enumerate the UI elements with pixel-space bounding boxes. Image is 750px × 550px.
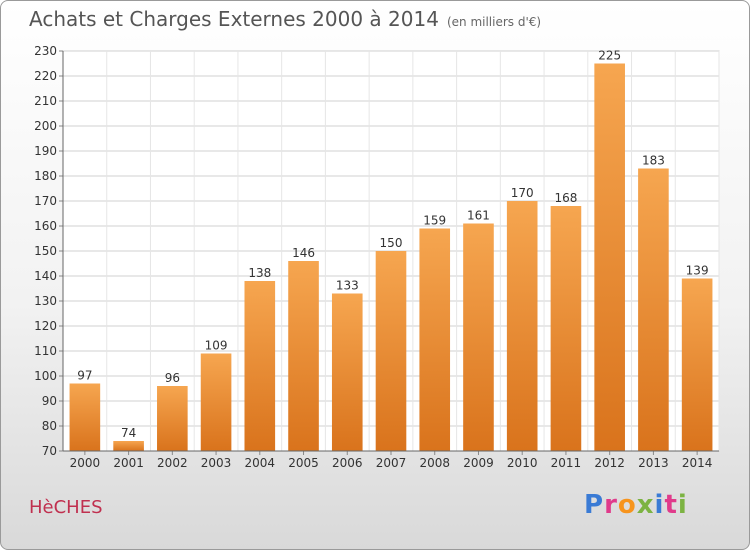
data-label: 183 xyxy=(642,154,665,168)
commune-name: HèCHES xyxy=(29,497,103,518)
x-tick-label: 2013 xyxy=(638,456,669,470)
y-tick-label: 170 xyxy=(34,194,57,208)
y-tick-label: 140 xyxy=(34,269,57,283)
y-tick-label: 100 xyxy=(34,369,57,383)
y-tick-label: 80 xyxy=(42,419,57,433)
x-tick-label: 2014 xyxy=(682,456,713,470)
data-label: 97 xyxy=(77,369,92,383)
y-tick-label: 120 xyxy=(34,319,57,333)
bar xyxy=(550,206,582,451)
y-tick-label: 90 xyxy=(42,394,57,408)
data-label: 139 xyxy=(686,264,709,278)
y-tick-label: 130 xyxy=(34,294,57,308)
bar xyxy=(331,293,363,451)
y-tick-label: 230 xyxy=(34,44,57,58)
x-tick-label: 2011 xyxy=(551,456,582,470)
y-tick-label: 190 xyxy=(34,144,57,158)
data-label: 225 xyxy=(598,49,621,63)
y-tick-label: 70 xyxy=(42,444,57,458)
x-tick-label: 2010 xyxy=(507,456,538,470)
unit-label: (en milliers d'€) xyxy=(446,15,542,29)
bar xyxy=(375,251,407,451)
bar xyxy=(200,353,232,451)
logo-letter: i xyxy=(677,490,688,520)
logo-letter: r xyxy=(604,490,618,520)
x-tick-label: 2012 xyxy=(594,456,625,470)
bar xyxy=(69,383,101,451)
title-text: Achats et Charges Externes 2000 à 2014 xyxy=(29,7,439,31)
bar xyxy=(463,223,494,451)
bars: 97 74 96 109 138 146 133 150 159 161 170 168 225 183 1… xyxy=(69,49,713,451)
x-tick-label: 2006 xyxy=(332,456,363,470)
logo-letter: o xyxy=(617,490,637,520)
y-tick-label: 210 xyxy=(34,94,57,108)
proxiti-logo: Proxiti xyxy=(584,490,688,520)
data-label: 138 xyxy=(248,266,271,280)
data-label: 74 xyxy=(121,426,136,440)
data-label: 168 xyxy=(554,191,577,205)
y-tick-label: 180 xyxy=(34,169,57,183)
logo-letter: P xyxy=(584,490,605,520)
bar xyxy=(594,63,625,451)
x-tick-label: 2004 xyxy=(245,456,276,470)
x-tick-label: 2008 xyxy=(419,456,450,470)
data-label: 109 xyxy=(205,339,228,353)
x-tick-label: 2003 xyxy=(201,456,232,470)
bar xyxy=(157,386,188,451)
y-tick-label: 220 xyxy=(34,69,57,83)
y-tick-label: 200 xyxy=(34,119,57,133)
y-tick-label: 160 xyxy=(34,219,57,233)
y-tick-label: 150 xyxy=(34,244,57,258)
axes: 7080901001101201301401501601701801902002… xyxy=(34,44,719,470)
bar xyxy=(506,201,538,451)
bar xyxy=(288,261,319,451)
bar xyxy=(638,168,669,451)
data-label: 133 xyxy=(336,279,359,293)
data-label: 161 xyxy=(467,209,490,223)
x-tick-label: 2002 xyxy=(157,456,188,470)
bar xyxy=(244,281,276,451)
logo-letter: x xyxy=(636,490,655,520)
data-label: 146 xyxy=(292,246,315,260)
x-tick-label: 2005 xyxy=(288,456,319,470)
data-label: 96 xyxy=(165,371,180,385)
logo-letter: t xyxy=(664,490,678,520)
x-tick-label: 2000 xyxy=(70,456,101,470)
x-tick-label: 2007 xyxy=(376,456,407,470)
x-tick-label: 2001 xyxy=(113,456,144,470)
bar xyxy=(681,278,713,451)
data-label: 170 xyxy=(511,186,534,200)
bar xyxy=(419,228,451,451)
data-label: 150 xyxy=(380,236,403,250)
bar xyxy=(113,441,144,451)
y-tick-label: 110 xyxy=(34,344,57,358)
chart-title: Achats et Charges Externes 2000 à 2014 (e… xyxy=(29,7,541,31)
x-tick-label: 2009 xyxy=(463,456,494,470)
logo-letter: i xyxy=(654,490,665,520)
data-label: 159 xyxy=(423,214,446,228)
